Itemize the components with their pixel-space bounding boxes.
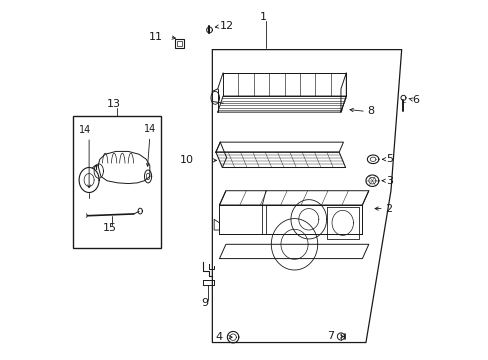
- Text: 12: 12: [220, 21, 234, 31]
- Bar: [176, 41, 182, 46]
- Bar: [73, 116, 160, 248]
- Text: 15: 15: [102, 223, 116, 233]
- Text: 3: 3: [386, 176, 393, 186]
- Text: 7: 7: [326, 332, 333, 342]
- Text: 14: 14: [79, 125, 91, 135]
- Text: 1: 1: [260, 13, 266, 22]
- Text: 11: 11: [149, 32, 163, 42]
- Text: 10: 10: [179, 156, 193, 165]
- Text: 2: 2: [384, 203, 391, 213]
- Text: 8: 8: [366, 107, 373, 116]
- Text: 14: 14: [143, 124, 156, 134]
- Text: 9: 9: [201, 298, 208, 308]
- Text: 4: 4: [215, 332, 222, 342]
- Text: 6: 6: [411, 95, 419, 105]
- Text: 5: 5: [386, 154, 393, 164]
- Bar: [175, 39, 183, 48]
- Text: 13: 13: [107, 99, 121, 109]
